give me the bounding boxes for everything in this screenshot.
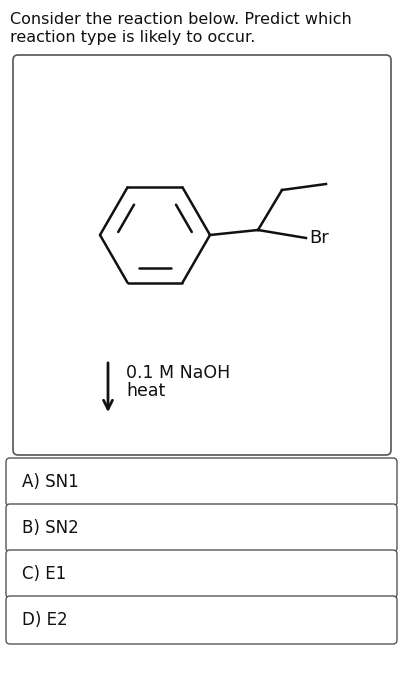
Text: C) E1: C) E1 [22,565,66,583]
Text: D) E2: D) E2 [22,611,68,629]
Text: B) SN2: B) SN2 [22,519,79,537]
FancyBboxPatch shape [6,550,396,598]
Text: reaction type is likely to occur.: reaction type is likely to occur. [10,30,255,45]
Text: A) SN1: A) SN1 [22,473,79,491]
FancyBboxPatch shape [6,458,396,506]
Text: Consider the reaction below. Predict which: Consider the reaction below. Predict whi… [10,12,351,27]
FancyBboxPatch shape [13,55,390,455]
Text: heat: heat [126,382,165,400]
FancyBboxPatch shape [6,596,396,644]
Text: Br: Br [308,229,328,247]
Text: 0.1 M NaOH: 0.1 M NaOH [126,364,230,382]
FancyBboxPatch shape [6,504,396,552]
